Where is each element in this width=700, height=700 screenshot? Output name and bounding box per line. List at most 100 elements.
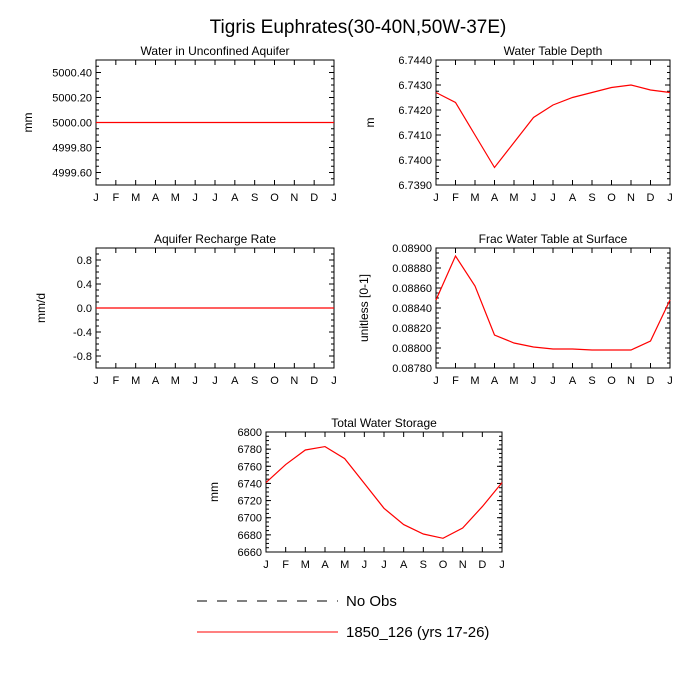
y-axis-label: mm	[21, 113, 35, 133]
x-tick-label: N	[290, 375, 298, 387]
y-axis-label: mm/d	[34, 293, 48, 323]
x-tick-label: O	[270, 375, 279, 387]
x-tick-label: A	[231, 375, 239, 387]
x-tick-label: J	[192, 375, 198, 387]
x-tick-label: D	[310, 375, 318, 387]
x-tick-label: F	[112, 375, 119, 387]
y-tick-label: 6.7410	[398, 130, 432, 142]
x-tick-label: N	[627, 192, 635, 204]
x-tick-label: D	[310, 192, 318, 204]
x-tick-label: J	[212, 375, 218, 387]
y-tick-label: 0.08840	[392, 303, 432, 315]
x-tick-label: M	[470, 375, 479, 387]
x-tick-label: O	[607, 192, 616, 204]
x-tick-label: A	[569, 375, 577, 387]
legend: No Obs 1850_126 (yrs 17-26)	[197, 593, 489, 641]
x-tick-label: S	[251, 375, 258, 387]
x-tick-label: J	[550, 192, 556, 204]
plot-frame	[435, 247, 671, 369]
x-tick-label: A	[152, 375, 160, 387]
x-tick-label: J	[531, 192, 537, 204]
x-tick-label: O	[270, 192, 279, 204]
y-tick-label: 6.7390	[398, 180, 432, 192]
y-tick-label: 6680	[238, 530, 262, 542]
x-tick-label: O	[607, 375, 616, 387]
x-tick-label: J	[192, 192, 198, 204]
panel-title: Water Table Depth	[504, 44, 603, 58]
y-tick-label: 6.7440	[398, 55, 432, 67]
x-tick-label: J	[550, 375, 556, 387]
y-tick-label: 0.08900	[392, 243, 432, 255]
y-tick-label: 0.8	[77, 255, 92, 267]
x-tick-label: J	[212, 192, 218, 204]
series-line	[265, 445, 503, 539]
x-tick-label: F	[282, 559, 289, 571]
x-tick-label: A	[569, 192, 577, 204]
x-tick-label: M	[470, 192, 479, 204]
y-tick-label: 0.08820	[392, 323, 432, 335]
y-tick-label: 4999.60	[52, 168, 92, 180]
main-title: Tigris Euphrates(30-40N,50W-37E)	[210, 17, 507, 38]
plot-frame	[265, 431, 503, 553]
panel-title: Aquifer Recharge Rate	[154, 232, 276, 246]
x-tick-label: J	[531, 375, 537, 387]
y-tick-label: 6.7400	[398, 155, 432, 167]
y-axis-label: unitless [0-1]	[357, 274, 371, 342]
x-tick-label: J	[263, 559, 269, 571]
y-tick-label: 5000.00	[52, 118, 92, 130]
x-tick-label: S	[588, 375, 595, 387]
y-tick-label: 6800	[238, 427, 262, 439]
x-tick-label: N	[627, 375, 635, 387]
x-tick-label: M	[340, 559, 349, 571]
x-tick-label: N	[459, 559, 467, 571]
x-tick-label: O	[439, 559, 448, 571]
y-axis-label: m	[363, 118, 377, 128]
x-tick-label: F	[452, 192, 459, 204]
x-tick-label: A	[400, 559, 408, 571]
panel-title: Frac Water Table at Surface	[479, 232, 628, 246]
legend-label-no-obs: No Obs	[346, 593, 397, 610]
x-tick-label: J	[362, 559, 368, 571]
y-tick-label: 0.08860	[392, 283, 432, 295]
x-tick-label: M	[171, 192, 180, 204]
x-tick-label: J	[667, 192, 673, 204]
x-tick-label: M	[131, 375, 140, 387]
x-tick-label: J	[331, 375, 337, 387]
x-tick-label: F	[452, 375, 459, 387]
x-tick-label: S	[251, 192, 258, 204]
x-tick-label: S	[420, 559, 427, 571]
plot-frame	[435, 59, 671, 186]
y-tick-label: 6700	[238, 513, 262, 525]
y-tick-label: 5000.40	[52, 68, 92, 80]
y-tick-label: 6.7430	[398, 80, 432, 92]
x-tick-label: J	[499, 559, 505, 571]
x-tick-label: D	[647, 375, 655, 387]
legend-label-model: 1850_126 (yrs 17-26)	[346, 624, 489, 641]
panel-title: Water in Unconfined Aquifer	[141, 44, 290, 58]
x-tick-label: D	[647, 192, 655, 204]
y-tick-label: 4999.80	[52, 143, 92, 155]
y-tick-label: 0.4	[77, 279, 92, 291]
x-tick-label: F	[112, 192, 119, 204]
x-tick-label: A	[491, 192, 499, 204]
y-tick-label: 0.0	[77, 303, 92, 315]
y-tick-label: -0.4	[73, 327, 92, 339]
x-tick-label: M	[509, 192, 518, 204]
y-tick-label: 5000.20	[52, 93, 92, 105]
x-tick-label: S	[588, 192, 595, 204]
x-tick-label: A	[491, 375, 499, 387]
x-tick-label: J	[93, 375, 99, 387]
x-tick-label: N	[290, 192, 298, 204]
y-tick-label: 0.08780	[392, 363, 432, 375]
x-tick-label: M	[171, 375, 180, 387]
x-tick-label: A	[321, 559, 329, 571]
panel-title: Total Water Storage	[331, 416, 437, 430]
x-tick-label: M	[509, 375, 518, 387]
y-tick-label: 6660	[238, 547, 262, 559]
x-tick-label: J	[381, 559, 387, 571]
x-tick-label: J	[331, 192, 337, 204]
